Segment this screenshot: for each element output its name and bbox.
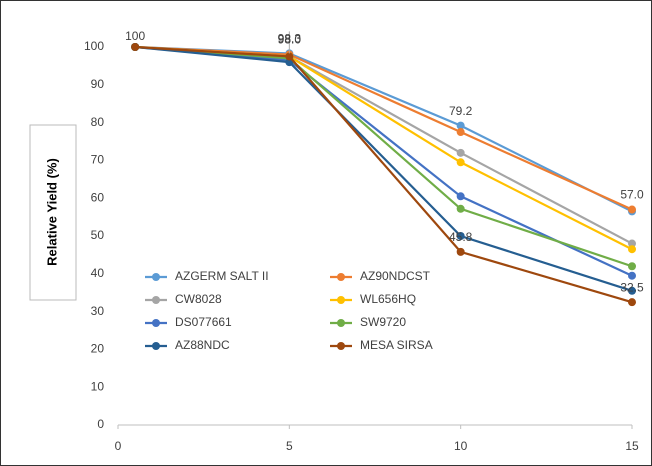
data-label: 98.0 [278, 33, 302, 47]
legend-marker [152, 319, 160, 327]
point [456, 247, 465, 256]
legend-marker [152, 273, 160, 281]
y-axis-label: Relative Yield (%) [44, 158, 59, 266]
point [628, 262, 636, 271]
x-tick-label: 5 [286, 439, 293, 453]
y-tick-label: 80 [91, 115, 105, 129]
legend-label: SW9720 [360, 315, 406, 329]
point [628, 245, 636, 254]
y-tick-label: 50 [91, 228, 105, 242]
legend-label: DS077661 [175, 315, 232, 329]
point [456, 192, 465, 201]
data-label: 79.2 [449, 104, 473, 118]
x-tick-label: 10 [454, 439, 468, 453]
point [628, 271, 636, 280]
legend-label: AZ88NDC [175, 338, 230, 352]
series-line [135, 45, 633, 292]
data-label: 57.0 [620, 188, 644, 202]
point [628, 286, 636, 295]
data-label: 45.8 [449, 230, 473, 244]
legend-label: WL656HQ [360, 292, 416, 306]
point [131, 43, 140, 51]
point [456, 128, 465, 137]
y-tick-label: 20 [91, 342, 105, 356]
y-tick-label: 40 [91, 266, 105, 280]
point [456, 204, 465, 213]
point [628, 239, 636, 248]
point [456, 121, 465, 130]
legend-label: AZ90NDCST [360, 269, 431, 283]
data-label: 100 [125, 29, 145, 43]
data-label: 32.5 [620, 280, 644, 294]
y-tick-label: 90 [91, 77, 105, 91]
y-tick-label: 100 [84, 39, 104, 53]
y-tick-label: 10 [91, 379, 105, 393]
x-tick-label: 0 [115, 439, 122, 453]
point [628, 205, 636, 214]
legend-marker [152, 342, 160, 350]
point [628, 298, 636, 307]
point [456, 148, 465, 157]
legend-label: MESA SIRSA [360, 338, 433, 352]
series-line [135, 45, 633, 304]
x-tick-label: 15 [625, 439, 639, 453]
y-label-box [29, 124, 77, 301]
point [285, 52, 294, 61]
legend-marker [337, 319, 345, 327]
y-tick-label: 30 [91, 304, 105, 318]
legend-marker [337, 296, 345, 304]
y-tick-label: 60 [91, 190, 105, 204]
legend-marker [337, 342, 345, 350]
point [456, 158, 465, 167]
legend-marker [337, 273, 345, 281]
data-label: 98.3 [278, 32, 302, 46]
legend-label: CW8028 [175, 292, 222, 306]
legend-marker [152, 296, 160, 304]
point [456, 232, 465, 240]
y-tick-label: 70 [91, 153, 105, 167]
y-tick-label: 0 [97, 417, 104, 431]
legend-label: AZGERM SALT II [175, 269, 269, 283]
